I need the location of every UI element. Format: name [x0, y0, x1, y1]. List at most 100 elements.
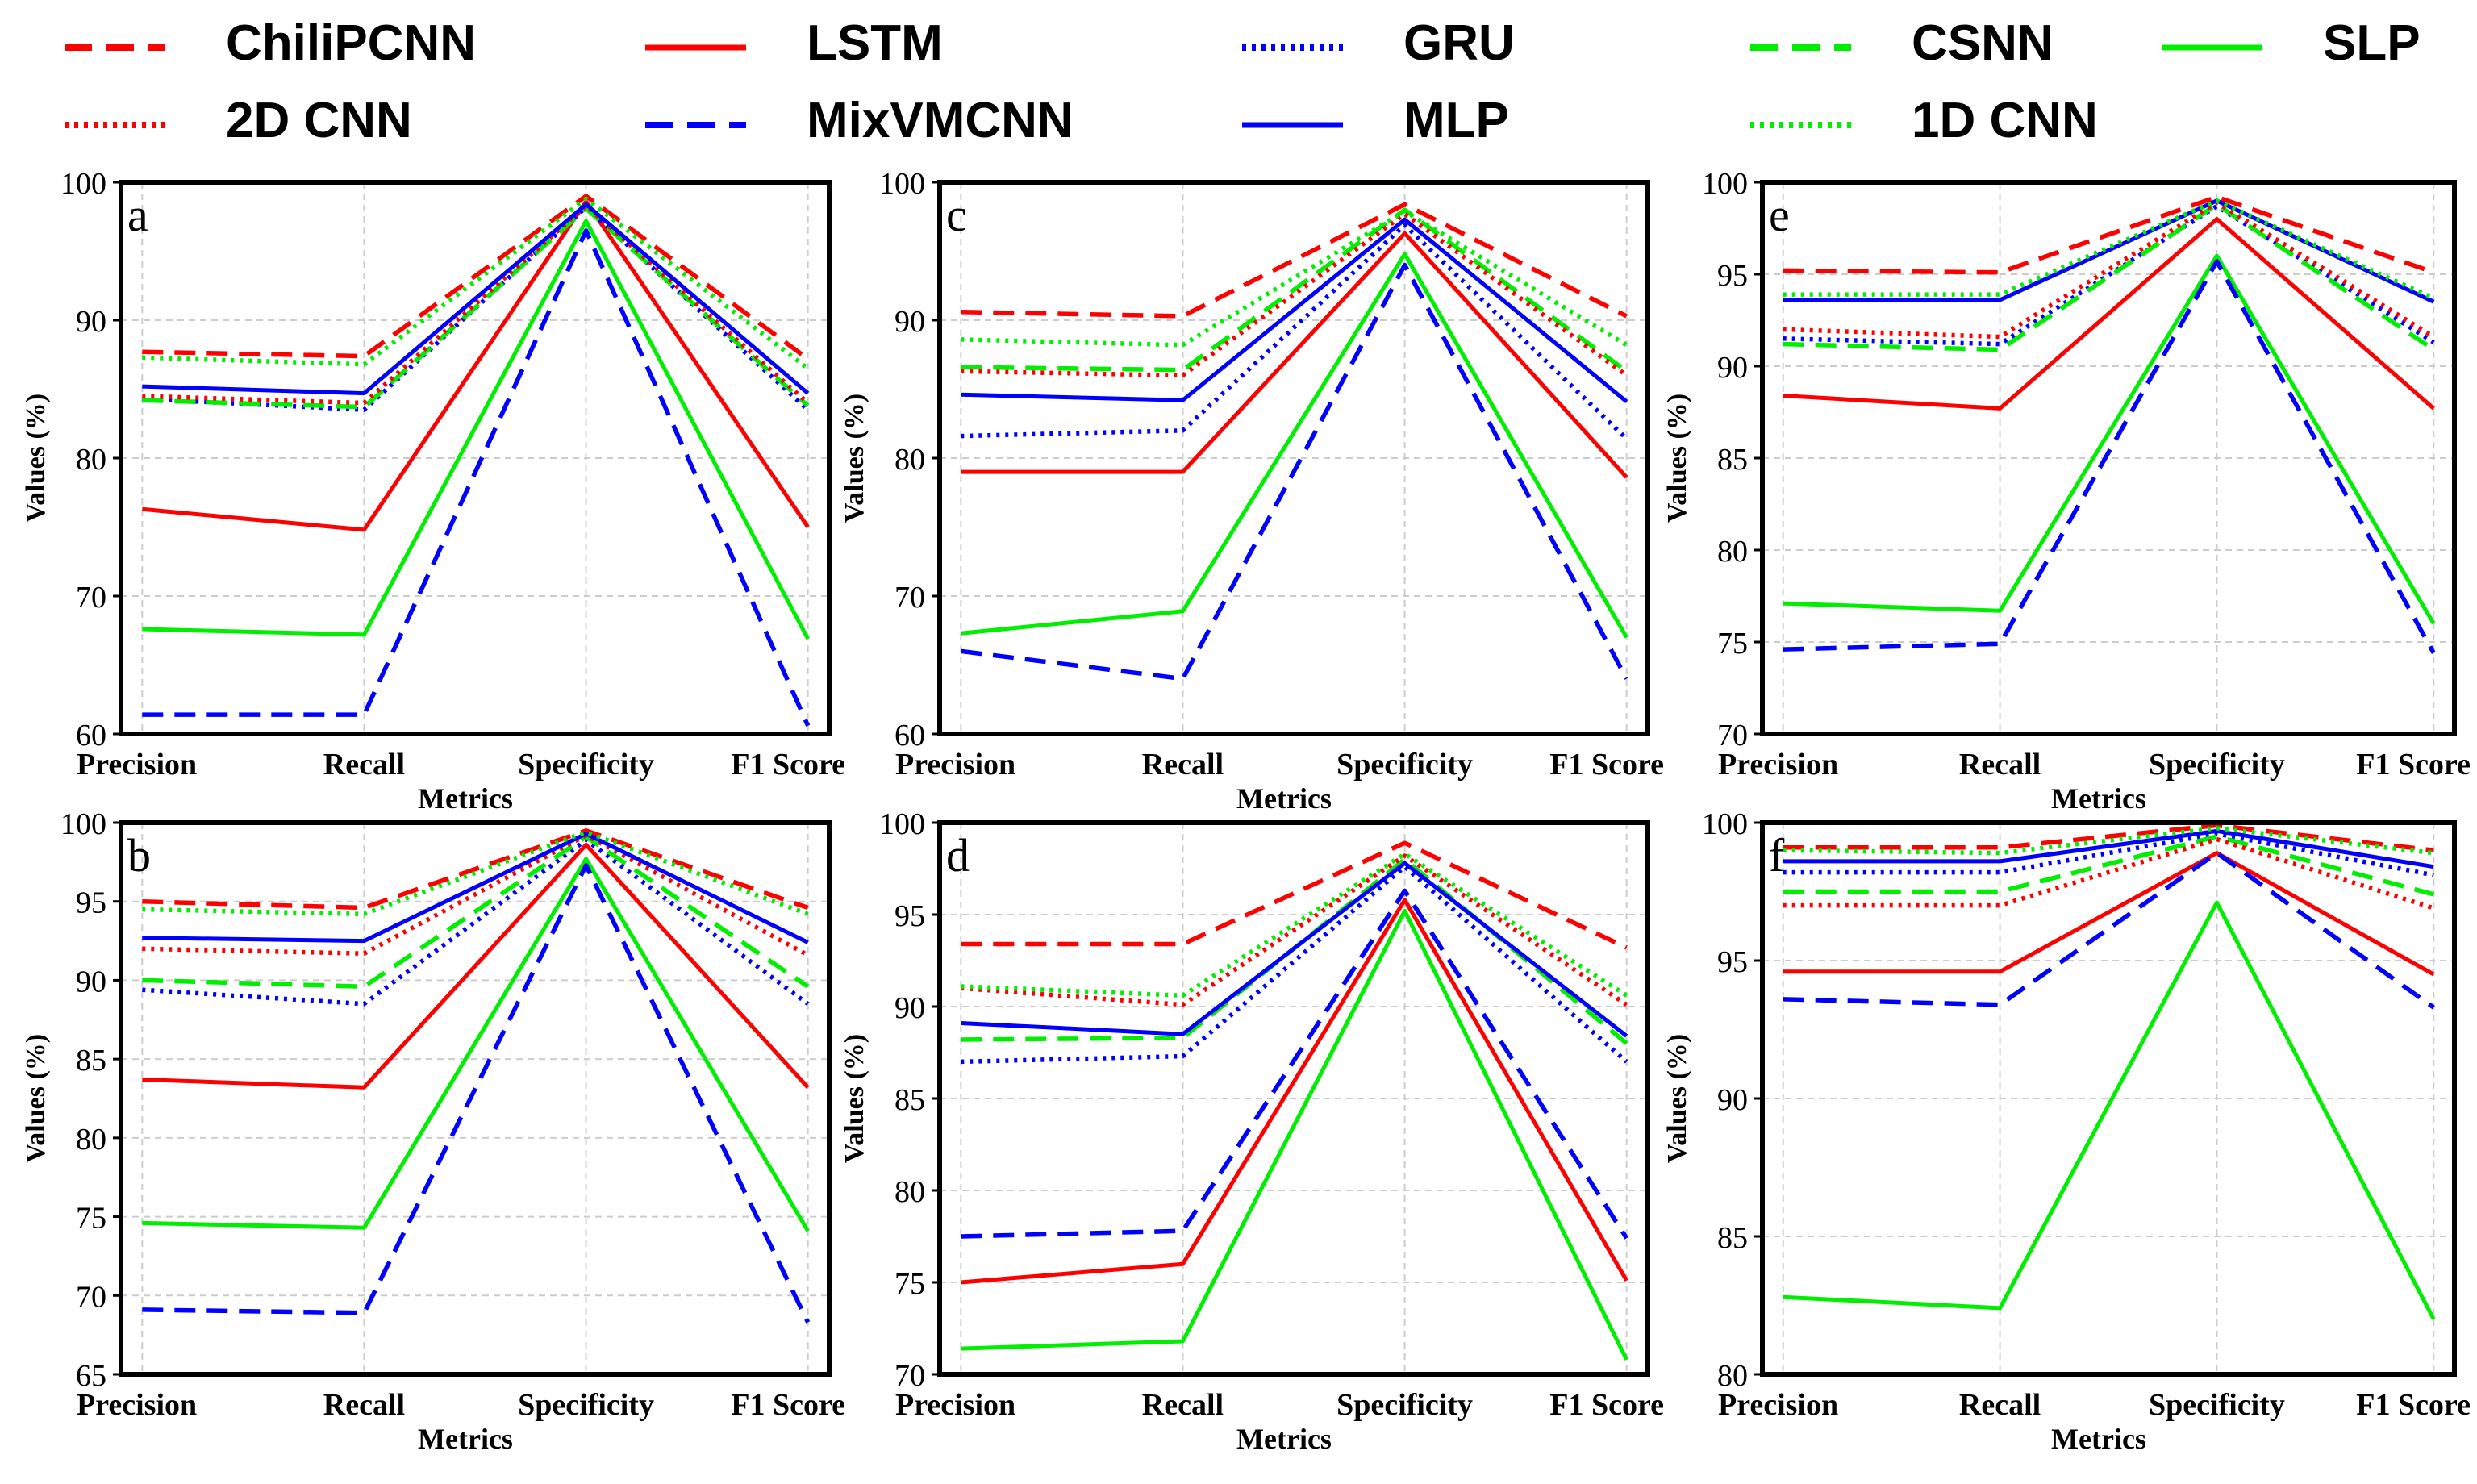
y-tick-label: 90: [76, 305, 106, 339]
legend-label: 2D CNN: [226, 93, 412, 148]
y-tick-label: 70: [1717, 719, 1748, 752]
legend-item-1d-cnn: 1D CNN: [1750, 93, 2098, 148]
series-line-mlp: [961, 861, 1628, 1038]
chart-panel-c: 60 70 80 90 100 Precision Recall Specificity F1 …: [840, 167, 1664, 815]
x-tick-label: Precision: [77, 748, 197, 782]
y-tick-label: 80: [1717, 1359, 1748, 1393]
y-axis-title: Values (%): [21, 394, 51, 523]
x-tick-label: Recall: [1959, 748, 2041, 782]
series-line-1d-cnn: [1783, 198, 2435, 301]
legend-item-mixvmcnn: MixVMCNN: [645, 93, 1074, 148]
panel-letter: f: [1769, 829, 1785, 882]
x-tick-label: F1 Score: [731, 748, 845, 782]
series-line-csnn: [1783, 202, 2435, 352]
y-tick-label: 100: [879, 807, 925, 841]
y-tick-label: 90: [1717, 351, 1748, 385]
x-tick-label: F1 Score: [1549, 748, 1664, 782]
legend-item-slp: SLP: [2162, 15, 2421, 71]
x-axis-title: Metrics: [1236, 782, 1332, 815]
series-line-gru: [961, 864, 1628, 1065]
y-tick-label: 80: [76, 443, 106, 477]
series-line-csnn: [142, 834, 810, 989]
y-tick-label: 100: [60, 167, 106, 201]
y-tick-label: 85: [1717, 1221, 1748, 1255]
legend-label: LSTM: [807, 15, 943, 71]
series-line-lstm: [142, 199, 810, 532]
y-tick-label: 90: [76, 965, 106, 998]
y-axis-title: Values (%): [840, 1034, 869, 1163]
series-line-slp: [1783, 900, 2436, 1320]
x-tick-label: F1 Score: [2356, 748, 2471, 782]
series-line-lstm: [1783, 851, 2435, 977]
y-tick-label: 80: [894, 1175, 925, 1209]
x-tick-label: Specificity: [518, 1388, 654, 1422]
y-tick-label: 100: [879, 167, 925, 201]
y-tick-label: 60: [894, 719, 925, 752]
y-axis-title: Values (%): [1662, 1034, 1692, 1163]
x-axis-title: Metrics: [418, 782, 513, 815]
x-tick-label: Specificity: [2149, 1388, 2285, 1422]
series-line-mixvmcnn: [960, 262, 1629, 682]
panel-letter: e: [1769, 189, 1790, 241]
series-line-mlp: [1783, 198, 2435, 304]
series-line-2d-cnn: [1783, 836, 2435, 911]
y-tick-label: 70: [76, 581, 106, 615]
y-tick-label: 85: [894, 1083, 925, 1117]
series-line-chilipcnn: [142, 194, 810, 361]
y-tick-label: 60: [76, 719, 106, 752]
panel-letter: b: [127, 829, 151, 882]
y-tick-label: 90: [894, 991, 925, 1025]
x-tick-label: Recall: [323, 1388, 405, 1422]
series-line-chilipcnn: [1783, 823, 2434, 852]
x-tick-label: Recall: [1142, 748, 1224, 782]
series-line-1d-cnn: [1783, 826, 2434, 856]
y-tick-label: 100: [1702, 807, 1748, 841]
series-line-mlp: [1783, 828, 2434, 869]
series-line-mixvmcnn: [961, 888, 1629, 1240]
series-line-lstm: [142, 842, 810, 1090]
y-axis-title: Values (%): [840, 394, 869, 523]
legend-label: MLP: [1403, 93, 1509, 148]
series-line-csnn: [142, 206, 810, 410]
y-tick-label: 75: [76, 1202, 106, 1236]
y-axis-title: Values (%): [21, 1034, 51, 1163]
series-line-lstm: [1783, 217, 2435, 411]
y-tick-label: 90: [1717, 1083, 1748, 1117]
series-line-chilipcnn: [961, 840, 1628, 950]
y-tick-label: 100: [1702, 167, 1748, 201]
series-line-mlp: [961, 217, 1628, 403]
series-line-2d-cnn: [961, 853, 1628, 1007]
y-tick-label: 95: [1717, 945, 1748, 979]
legend-label: GRU: [1403, 15, 1515, 71]
y-tick-label: 95: [894, 899, 925, 933]
panel-letter: a: [127, 189, 148, 241]
series-line-mixvmcnn: [142, 228, 811, 727]
legend-item-lstm: LSTM: [645, 15, 943, 71]
x-tick-label: Recall: [1959, 1388, 2041, 1422]
x-axis-title: Metrics: [2051, 1423, 2146, 1455]
series-line-slp: [961, 252, 1628, 639]
series-line-gru: [961, 223, 1628, 441]
series-line-2d-cnn: [142, 203, 810, 406]
legend-item-2d-cnn: 2D CNN: [65, 93, 412, 148]
chart-panel-d: 70 75 80 85 90 95 100 Precision Recall Specificit…: [840, 807, 1664, 1455]
series-line-mixvmcnn: [1783, 850, 2435, 1010]
legend-item-chilipcnn: ChiliPCNN: [65, 15, 476, 71]
x-tick-label: Precision: [895, 748, 1015, 782]
x-tick-label: F1 Score: [1549, 1388, 1664, 1422]
series-line-mlp: [142, 832, 809, 944]
x-tick-label: Precision: [1718, 748, 1838, 782]
y-tick-label: 80: [1717, 535, 1748, 569]
chart-panel-b: 65 70 75 80 85 90 95 100 Precision Recall Specific…: [21, 807, 845, 1455]
panel-letter: d: [946, 829, 970, 882]
legend-label: MixVMCNN: [807, 93, 1074, 148]
series-line-slp: [961, 908, 1628, 1361]
y-tick-label: 75: [1717, 627, 1748, 661]
x-tick-label: F1 Score: [731, 1388, 845, 1422]
y-tick-label: 70: [894, 581, 925, 615]
series-line-mlp: [142, 202, 810, 396]
legend: ChiliPCNN LSTM GRU CSNN SLP 2D CNN MixVMCNN MLP…: [65, 15, 2421, 148]
y-tick-label: 85: [76, 1044, 106, 1078]
series-line-csnn: [1783, 834, 2435, 897]
